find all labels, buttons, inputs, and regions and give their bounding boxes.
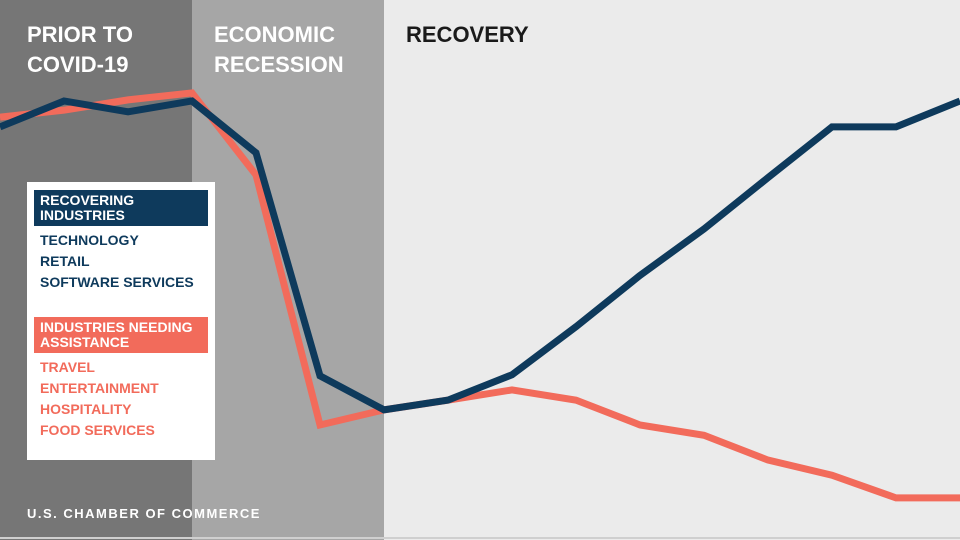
phase-title-line: RECESSION [214,52,344,77]
series-line [0,97,960,414]
legend-item: ENTERTAINMENT [40,380,159,396]
legend-item: FOOD SERVICES [40,422,155,438]
legend-item: SOFTWARE SERVICES [40,274,194,290]
phase-title-line: ECONOMIC [214,22,335,47]
phase-title: RECOVERY [406,20,529,50]
footer: U.S. CHAMBER OF COMMERCE [27,506,261,521]
series-line [0,89,960,502]
legend-item: RETAIL [40,253,90,269]
phase-title-line: RECOVERY [406,22,529,47]
legend-header: RECOVERING INDUSTRIES [34,190,208,226]
phase-title-line: COVID-19 [27,52,129,77]
phase-title: ECONOMIC RECESSION [214,20,344,80]
phase-title-line: PRIOR TO [27,22,133,47]
legend-item: HOSPITALITY [40,401,132,417]
legend-item: TRAVEL [40,359,95,375]
legend-item: TECHNOLOGY [40,232,139,248]
legend-header: INDUSTRIES NEEDING ASSISTANCE [34,317,208,353]
legend: RECOVERING INDUSTRIES TECHNOLOGY RETAIL SOF… [27,182,215,460]
phase-band [384,0,960,540]
phase-title: PRIOR TO COVID-19 [27,20,133,80]
